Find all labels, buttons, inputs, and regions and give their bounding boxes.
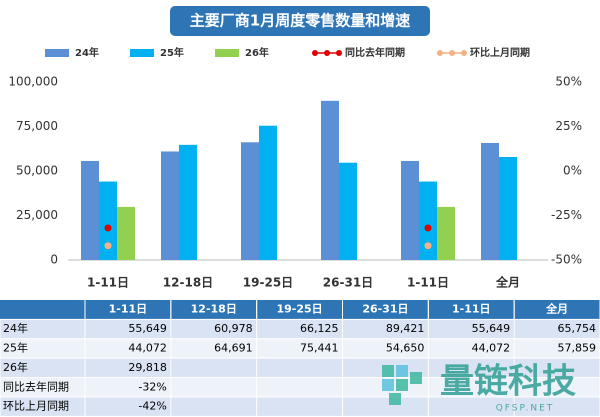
y2-tick-label: 50% <box>555 75 582 89</box>
table-cell: 64,691 <box>214 342 253 355</box>
x-tick-label: 12-18日 <box>163 276 213 290</box>
bar <box>99 181 117 260</box>
table-cell: 89,421 <box>386 322 425 335</box>
y2-tick-label: 0% <box>563 164 582 178</box>
x-tick-label: 1-11日 <box>87 276 129 290</box>
bar <box>321 100 339 260</box>
legend-label: 25年 <box>160 46 184 59</box>
table-header: 26-31日 <box>362 303 408 316</box>
point <box>424 242 432 250</box>
bar <box>499 157 517 260</box>
legend-marker <box>437 50 443 56</box>
legend-swatch <box>130 49 154 57</box>
y2-tick-label: -50% <box>551 253 582 267</box>
watermark-site: QFSP.NET <box>496 404 555 414</box>
table-cell: 65,754 <box>558 322 597 335</box>
legend-marker <box>312 50 318 56</box>
x-tick-label: 26-31日 <box>323 276 373 290</box>
legend-marker <box>336 50 342 56</box>
bar <box>241 142 259 260</box>
legend-swatch <box>215 49 239 57</box>
table-cell: 55,649 <box>472 322 511 335</box>
bar <box>339 162 357 260</box>
bar <box>419 181 437 260</box>
x-tick-label: 19-25日 <box>243 276 293 290</box>
table-row-bg <box>0 396 600 417</box>
table-cell: -42% <box>138 400 166 413</box>
y-tick-label: 50,000 <box>16 164 58 178</box>
table-row-label: 26年 <box>3 360 28 374</box>
bar <box>161 151 179 260</box>
table-cell: 66,125 <box>300 322 339 335</box>
table-row-label: 25年 <box>3 341 28 355</box>
table-cell: 75,441 <box>300 342 339 355</box>
x-tick-label: 1-11日 <box>407 276 449 290</box>
table-cell: 54,650 <box>386 342 425 355</box>
table-header: 12-18日 <box>191 303 237 316</box>
watermark-name: 量链科技 <box>440 362 576 402</box>
y-tick-label: 25,000 <box>16 208 58 222</box>
table-row-label: 同比去年同期 <box>3 379 69 393</box>
legend-label: 24年 <box>75 46 99 59</box>
y-tick-label: 0 <box>50 253 58 267</box>
table-row-label: 环比上月同期 <box>3 400 69 413</box>
bar <box>481 142 499 260</box>
table-header: 1-11日 <box>452 303 491 316</box>
title-box <box>170 6 430 36</box>
watermark: 量链科技 QFSP.NET <box>382 362 576 414</box>
legend-marker <box>449 50 455 56</box>
legend-marker <box>324 50 330 56</box>
bar <box>259 125 277 260</box>
bar <box>401 160 419 260</box>
table-header: 1-11日 <box>109 303 148 316</box>
table-header-bg <box>0 300 600 320</box>
bar <box>437 206 455 260</box>
table-cell: 57,859 <box>558 342 597 355</box>
table-header: 19-25日 <box>276 303 322 316</box>
table-cell: 29,818 <box>128 361 167 374</box>
table-cell: 55,649 <box>128 322 167 335</box>
table-cell: 44,072 <box>128 342 167 355</box>
y2-tick-label: 25% <box>555 119 582 133</box>
y2-tick-label: -25% <box>551 208 582 222</box>
point <box>104 242 112 250</box>
y-tick-label: 100,000 <box>8 75 58 89</box>
point <box>104 224 112 232</box>
legend-marker <box>461 50 467 56</box>
bar <box>179 144 197 260</box>
x-tick-label: 全月 <box>495 275 520 290</box>
bar <box>81 160 99 260</box>
table-cell: 60,978 <box>214 322 253 335</box>
legend-label: 同比去年同期 <box>345 46 405 59</box>
chart-title: 主要厂商1月周度零售数量和增速 <box>190 12 410 30</box>
legend-swatch <box>45 49 69 57</box>
point <box>424 224 432 232</box>
table-cell: -32% <box>138 380 166 393</box>
bar <box>117 206 135 260</box>
y-tick-label: 75,000 <box>16 119 58 133</box>
table-cell: 44,072 <box>472 342 511 355</box>
table-header: 全月 <box>545 302 568 316</box>
legend-label: 环比上月同期 <box>470 46 530 59</box>
table-row-label: 24年 <box>3 321 28 335</box>
legend-label: 26年 <box>245 46 269 59</box>
